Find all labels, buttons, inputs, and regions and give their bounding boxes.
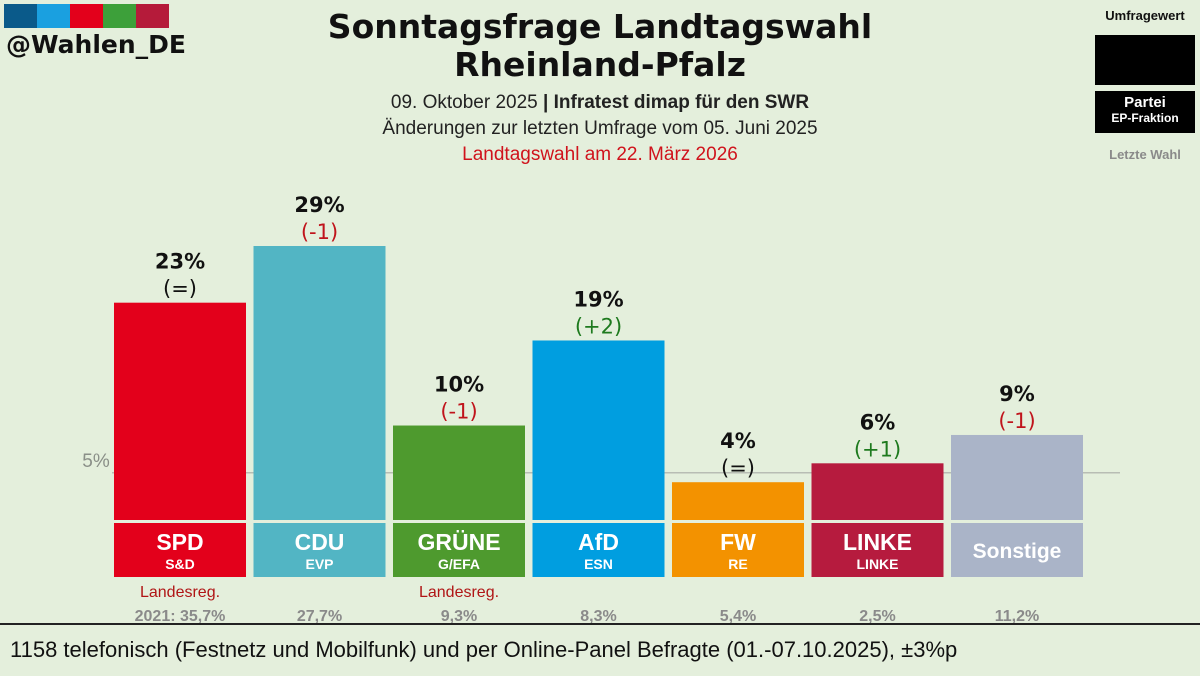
legend-ep-label: EP-Fraktion: [1111, 111, 1179, 125]
legend-value-swatch: [1095, 35, 1195, 85]
bar-fw: [672, 482, 804, 520]
legend-value-label: Umfragewert: [1105, 8, 1185, 23]
value-label: 23%: [155, 250, 205, 274]
bar-afd: [532, 340, 665, 520]
change-label: (-1): [301, 220, 338, 244]
last-election-label: 5,4%: [720, 608, 756, 625]
bar-linke: [811, 463, 944, 520]
party-name: CDU: [295, 529, 345, 555]
legend-party-label: Partei: [1124, 94, 1166, 111]
government-note: Landesreg.: [140, 584, 220, 601]
ep-group: EVP: [305, 556, 333, 572]
party-box: [951, 523, 1083, 577]
ep-group: S&D: [165, 556, 195, 572]
change-label: (-1): [440, 400, 477, 424]
value-label: 9%: [999, 382, 1035, 406]
brand-color-block: [103, 4, 136, 28]
brand-color-block: [4, 4, 37, 28]
government-note: Landesreg.: [419, 584, 499, 601]
subtitle-separator: |: [543, 92, 549, 113]
brand-handle: @Wahlen_DE: [6, 30, 187, 59]
party-name: SPD: [156, 529, 203, 555]
party-name: FW: [720, 529, 756, 555]
footer-divider: [0, 623, 1200, 625]
bar-spd: [114, 302, 246, 520]
party-box: [114, 523, 246, 577]
value-label: 19%: [573, 287, 623, 311]
bar-cdu: [253, 246, 386, 520]
party-name: AfD: [578, 529, 619, 555]
party-box: [393, 523, 525, 577]
page-title: Sonntagsfrage Landtagswahl Rheinland-Pfa…: [300, 8, 900, 84]
party-box: [811, 523, 944, 577]
poll-institute: Infratest dimap für den SWR: [553, 92, 810, 113]
last-election-label: 9,3%: [441, 608, 477, 625]
change-label: (=): [721, 456, 755, 480]
brand-color-strip: [4, 4, 169, 28]
party-name: Sonstige: [973, 540, 1062, 563]
party-box: [253, 523, 386, 577]
legend-last-election-label: Letzte Wahl: [1109, 147, 1181, 162]
ep-group: G/EFA: [438, 556, 480, 572]
value-label: 10%: [434, 373, 484, 397]
brand-logo: @Wahlen_DE: [0, 0, 200, 62]
header: Sonntagsfrage Landtagswahl Rheinland-Pfa…: [300, 8, 900, 168]
poll-date: 09. Oktober 2025: [390, 92, 538, 113]
change-label: (+1): [854, 437, 901, 461]
change-label: (+2): [575, 314, 622, 338]
party-box: [532, 523, 665, 577]
change-label: (=): [163, 277, 197, 301]
party-name: GRÜNE: [417, 529, 500, 555]
subtitle-date-institute: 09. Oktober 2025 | Infratest dimap für d…: [300, 90, 900, 116]
value-label: 29%: [294, 193, 344, 217]
title-line-1: Sonntagsfrage Landtagswahl: [327, 7, 873, 46]
footer-note: 1158 telefonisch (Festnetz und Mobilfunk…: [10, 637, 958, 662]
legend-party-swatch: Partei EP-Fraktion: [1095, 91, 1195, 133]
threshold-label: 5%: [82, 451, 110, 472]
title-line-2: Rheinland-Pfalz: [454, 45, 746, 84]
brand-color-block: [136, 4, 169, 28]
brand-color-block: [37, 4, 70, 28]
election-note: Landtagswahl am 22. März 2026: [462, 144, 738, 165]
ep-group: RE: [728, 556, 747, 572]
last-election-label: 11,2%: [995, 608, 1039, 625]
last-election-label: 2021: 35,7%: [135, 608, 226, 625]
brand-color-block: [70, 4, 103, 28]
change-label: (-1): [998, 409, 1035, 433]
party-box: [672, 523, 804, 577]
ep-group: LINKE: [857, 556, 899, 572]
last-election-label: 8,3%: [580, 608, 616, 625]
bar-sonstige: [951, 434, 1083, 520]
bar-grüne: [393, 425, 525, 520]
value-label: 4%: [720, 429, 756, 453]
changes-note: Änderungen zur letzten Umfrage vom 05. J…: [382, 118, 818, 139]
ep-group: ESN: [584, 556, 613, 572]
party-name: LINKE: [843, 529, 912, 555]
last-election-label: 27,7%: [297, 608, 342, 625]
legend: Umfragewert Partei EP-Fraktion Letzte Wa…: [1095, 8, 1195, 162]
last-election-label: 2,5%: [859, 608, 895, 625]
value-label: 6%: [860, 410, 896, 434]
